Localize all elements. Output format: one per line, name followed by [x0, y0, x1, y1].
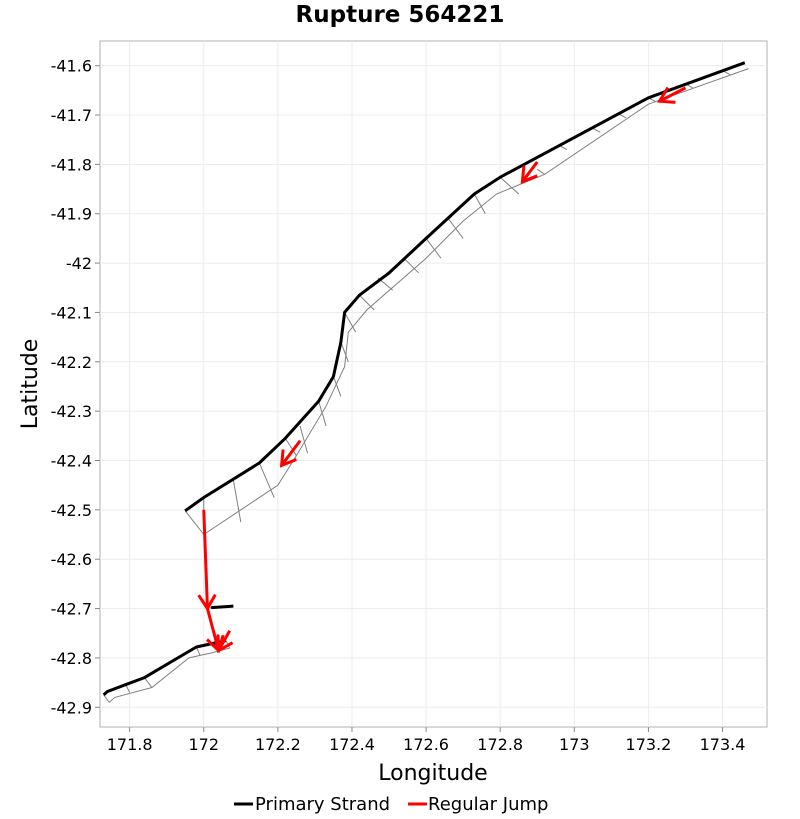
y-tick-label: -42.2: [51, 353, 92, 372]
legend-label-primary-strand: Primary Strand: [255, 794, 390, 815]
fault-section-divider: [232, 480, 242, 523]
x-tick-label: 172.4: [329, 735, 375, 754]
primary-strand-lines: [102, 61, 746, 697]
fault-section-divider: [359, 294, 375, 311]
y-tick-label: -42.1: [51, 303, 92, 322]
fault-section-divider: [144, 677, 153, 688]
x-tick-label: 173.4: [700, 735, 746, 754]
fault-section-divider: [425, 238, 442, 259]
legend: Primary Strand Regular Jump: [234, 794, 548, 815]
fault-section-divider: [258, 462, 275, 498]
primary-strand-line: [102, 639, 227, 697]
fault-section-divider: [284, 438, 297, 456]
fault-section-divider: [125, 684, 131, 693]
chart-title: Rupture 564221: [296, 2, 505, 28]
x-tick-label: 172.8: [477, 735, 523, 754]
y-tick-label: -42: [66, 254, 92, 273]
y-tick-label: -42.3: [51, 402, 92, 421]
y-tick-label: -42.5: [51, 501, 92, 520]
jump-arrow-shaft: [280, 439, 302, 467]
y-tick-label: -41.6: [51, 57, 92, 76]
jump-arrow-shaft: [521, 161, 539, 183]
regular-jump-arrows: [197, 86, 687, 654]
y-axis-label: Latitude: [18, 339, 43, 430]
y-axis-ticks: -41.6 -41.7 -41.8 -41.9 -42 -42.1 -42.2 -42.3 -4…: [51, 57, 100, 717]
jump-arrow-head: [656, 86, 676, 104]
x-axis-ticks: 171.8 172 172.2 172.4 172.6 172.8 173 173.2 173.…: [107, 727, 746, 754]
regular-jump-arrow: [520, 161, 539, 184]
fault-section-divider: [536, 168, 545, 175]
fault-section-divider: [299, 425, 308, 454]
legend-label-regular-jump: Regular Jump: [428, 794, 548, 815]
jump-arrow-shaft: [202, 509, 209, 609]
y-tick-label: -42.8: [51, 649, 92, 668]
fault-section-divider: [499, 176, 520, 195]
x-tick-label: 172.6: [403, 735, 449, 754]
fault-surface-outline-lower: [103, 640, 231, 704]
grid-lines: [100, 41, 767, 727]
x-tick-label: 172: [188, 735, 219, 754]
jump-arrow-shaft: [217, 630, 232, 652]
y-tick-label: -41.7: [51, 106, 92, 125]
plot-area: [99, 40, 768, 728]
jump-arrow-head: [520, 165, 538, 184]
jump-arrow-head: [279, 449, 297, 468]
jump-arrow-shaft: [206, 608, 221, 651]
y-tick-label: -42.9: [51, 698, 92, 717]
regular-jump-arrow: [656, 86, 687, 104]
fault-section-divider: [403, 257, 420, 274]
fault-section-divider: [340, 341, 349, 362]
primary-strand-line: [184, 61, 746, 513]
fault-section-divider: [195, 646, 201, 656]
fault-section-divider: [447, 218, 464, 239]
regular-jump-arrow: [279, 439, 302, 468]
fault-section-divider: [344, 312, 357, 333]
fault-section-divider: [332, 376, 342, 397]
x-tick-label: 171.8: [107, 735, 153, 754]
y-tick-label: -42.4: [51, 451, 92, 470]
y-tick-label: -41.9: [51, 205, 92, 224]
jump-arrow-head: [216, 634, 234, 654]
jump-arrow-shaft: [658, 86, 687, 103]
fault-section-divider: [592, 127, 601, 133]
y-tick-label: -41.8: [51, 155, 92, 174]
x-tick-label: 173.2: [626, 735, 672, 754]
x-tick-label: 172.2: [255, 735, 301, 754]
y-tick-label: -42.7: [51, 600, 92, 619]
y-tick-label: -42.6: [51, 550, 92, 569]
primary-strand-line: [211, 604, 234, 610]
regular-jump-arrow: [216, 630, 234, 654]
x-tick-label: 173: [559, 735, 590, 754]
fault-section-divider: [473, 193, 486, 214]
fault-section-divider: [318, 401, 327, 427]
x-axis-label: Longitude: [378, 761, 487, 786]
